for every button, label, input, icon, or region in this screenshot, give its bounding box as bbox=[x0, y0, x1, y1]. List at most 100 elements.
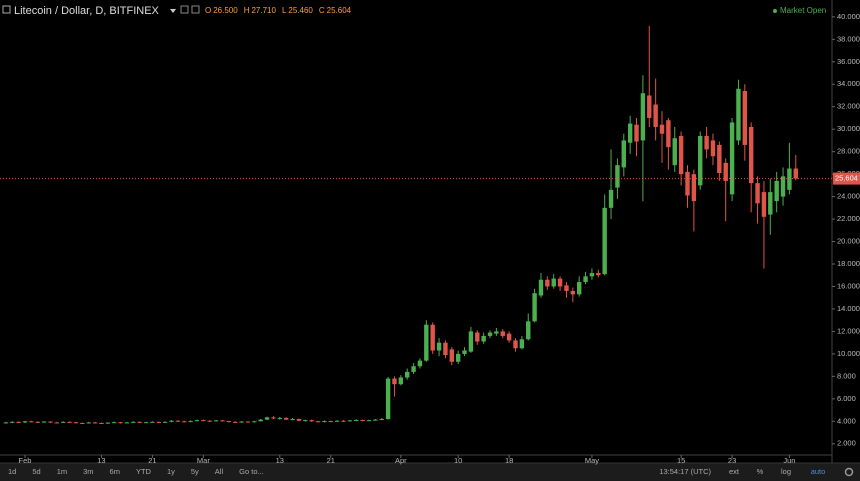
candle-body bbox=[615, 165, 620, 188]
candle-body bbox=[366, 420, 372, 422]
candle-body bbox=[640, 93, 646, 141]
candle-body bbox=[252, 421, 257, 423]
y-tick-label: 6.000 bbox=[837, 394, 856, 403]
symbol-dropdown[interactable] bbox=[170, 9, 176, 13]
x-tick-label: 21 bbox=[148, 456, 156, 465]
y-tick-label: 30.000 bbox=[837, 124, 860, 133]
candle-body bbox=[787, 168, 792, 190]
candle-body bbox=[653, 104, 658, 127]
candle-body bbox=[35, 421, 40, 423]
candle-body bbox=[710, 140, 716, 157]
candle-body bbox=[182, 421, 187, 423]
range-button[interactable]: All bbox=[215, 467, 224, 476]
candle-body bbox=[341, 420, 346, 422]
last-price-box bbox=[833, 172, 860, 185]
candle-body bbox=[424, 324, 429, 361]
candle-body bbox=[430, 324, 435, 351]
candle-body bbox=[373, 419, 378, 421]
candle-body bbox=[194, 420, 200, 422]
candle-body bbox=[717, 144, 722, 174]
candle-body bbox=[748, 126, 754, 184]
candle-body bbox=[627, 123, 633, 143]
y-tick-label: 10.000 bbox=[837, 349, 860, 358]
candle-body bbox=[526, 321, 531, 340]
candle-body bbox=[666, 120, 671, 148]
axis-option[interactable]: auto bbox=[811, 467, 826, 476]
candle-body bbox=[417, 360, 423, 367]
settings-icon[interactable] bbox=[180, 5, 189, 14]
candle-body bbox=[455, 353, 461, 362]
candle-body bbox=[596, 273, 601, 276]
candle-body bbox=[678, 135, 684, 175]
candle-body bbox=[634, 124, 639, 142]
range-button[interactable]: 6m bbox=[110, 467, 120, 476]
symbol-icon[interactable] bbox=[2, 5, 11, 14]
candle-body bbox=[41, 421, 47, 423]
y-tick-label: 4.000 bbox=[837, 416, 856, 425]
y-tick-label: 40.000 bbox=[837, 12, 860, 21]
candle-body bbox=[150, 421, 155, 423]
y-tick-label: 28.000 bbox=[837, 147, 860, 156]
status-dot bbox=[773, 9, 777, 13]
y-tick-label: 22.000 bbox=[837, 214, 860, 223]
candle-body bbox=[379, 419, 384, 421]
candle-body bbox=[334, 420, 340, 422]
y-tick-label: 24.000 bbox=[837, 192, 860, 201]
candle-body bbox=[672, 138, 677, 166]
clock: 13:54:17 (UTC) bbox=[659, 467, 711, 476]
axis-option[interactable]: ext bbox=[729, 467, 740, 476]
y-tick-label: 8.000 bbox=[837, 371, 856, 380]
range-button[interactable]: 1d bbox=[8, 467, 16, 476]
goto-button[interactable]: Go to... bbox=[239, 467, 264, 476]
range-button[interactable]: 1m bbox=[57, 467, 67, 476]
range-button[interactable]: 3m bbox=[83, 467, 93, 476]
candle-body bbox=[545, 279, 550, 287]
candle-body bbox=[322, 421, 327, 423]
candle-body bbox=[226, 421, 232, 423]
candle-body bbox=[169, 420, 174, 422]
ohlc-key: H bbox=[244, 6, 250, 15]
x-tick-label: 13 bbox=[97, 456, 105, 465]
candle-body bbox=[188, 421, 193, 423]
range-button[interactable]: 1y bbox=[167, 467, 175, 476]
candle-body bbox=[309, 420, 314, 422]
candle-body bbox=[347, 420, 353, 422]
y-tick-label: 32.000 bbox=[837, 102, 860, 111]
range-button[interactable]: 5d bbox=[32, 467, 40, 476]
x-tick-label: Apr bbox=[395, 456, 407, 465]
candle-body bbox=[780, 176, 786, 197]
candle-body bbox=[175, 420, 181, 422]
candle-body bbox=[704, 135, 709, 150]
candle-body bbox=[245, 421, 251, 423]
candle-body bbox=[124, 422, 130, 424]
y-tick-label: 20.000 bbox=[837, 237, 860, 246]
symbol-title[interactable]: Litecoin / Dollar, D, BITFINEX bbox=[14, 5, 160, 17]
candle-body bbox=[793, 168, 798, 179]
candle-body bbox=[608, 189, 614, 208]
candle-body bbox=[500, 331, 505, 336]
candle-body bbox=[392, 378, 397, 385]
candle-body bbox=[296, 419, 302, 421]
candle-body bbox=[742, 91, 748, 145]
axis-option[interactable]: log bbox=[781, 467, 791, 476]
y-tick-label: 16.000 bbox=[837, 281, 860, 290]
y-tick-label: 2.000 bbox=[837, 439, 856, 448]
range-button[interactable]: YTD bbox=[136, 467, 152, 476]
candle-body bbox=[774, 180, 779, 202]
candle-body bbox=[385, 378, 391, 420]
x-tick-label: 10 bbox=[454, 456, 462, 465]
candle-body bbox=[583, 276, 588, 282]
candle-body bbox=[481, 335, 486, 342]
range-button[interactable]: 5y bbox=[191, 467, 199, 476]
candle-body bbox=[468, 331, 474, 352]
candle-body bbox=[494, 331, 499, 334]
candle-body bbox=[570, 290, 576, 295]
last-price-label: 25.604 bbox=[835, 174, 858, 183]
y-tick-label: 34.000 bbox=[837, 79, 860, 88]
y-tick-label: 38.000 bbox=[837, 34, 860, 43]
settings-gear[interactable] bbox=[844, 467, 854, 477]
axis-option[interactable]: % bbox=[757, 467, 764, 476]
compare-icon[interactable] bbox=[191, 5, 200, 14]
